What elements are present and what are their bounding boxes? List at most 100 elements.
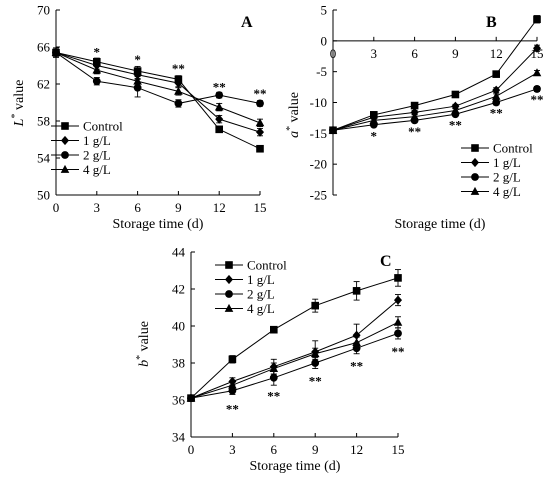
marker-s0-p3 <box>311 301 319 310</box>
marker-s1-p4 <box>492 85 501 95</box>
marker-s3-p5 <box>393 317 403 326</box>
series-line <box>190 321 399 399</box>
x-axis-title: Storage time (d) <box>250 459 341 474</box>
series-line <box>55 52 261 124</box>
legend-entry: 2 g/L <box>493 170 521 185</box>
series-line <box>55 52 261 104</box>
significance-mark: ** <box>408 124 421 139</box>
marker-s0-p4 <box>492 70 500 78</box>
x-tick-label: 15 <box>531 46 544 61</box>
x-tick-label: 6 <box>271 442 278 457</box>
series-line <box>190 299 399 399</box>
marker-slegend1-p0 <box>225 274 233 285</box>
panel-letter: B <box>486 14 497 31</box>
x-tick-label: 12 <box>490 46 503 61</box>
marker-s0-p4 <box>352 287 361 295</box>
significance-mark: ** <box>226 401 239 416</box>
x-tick-label: 6 <box>411 46 418 61</box>
marker-s3-p1 <box>92 65 102 74</box>
marker-s3-p0 <box>328 125 338 134</box>
marker-slegend0-p0 <box>471 144 479 152</box>
significance-mark: * <box>94 45 101 60</box>
marker-s2-p3 <box>174 99 183 108</box>
marker-s3-p1 <box>369 115 379 124</box>
y-tick-label: 40 <box>172 319 185 334</box>
marker-s0-p2 <box>410 101 419 110</box>
x-tick-label: 12 <box>213 200 226 215</box>
y-axis-title: L* value <box>10 80 28 128</box>
significance-mark: ** <box>309 374 322 389</box>
series-3 <box>328 68 542 134</box>
marker-s0-p3 <box>451 90 460 99</box>
marker-slegend3-p0 <box>470 186 480 195</box>
marker-s3-p1 <box>228 380 237 389</box>
x-tick-label: 0 <box>330 46 337 61</box>
legend-entry: Control <box>493 141 533 156</box>
marker-s0-p4 <box>215 125 223 134</box>
marker-s2-p4 <box>215 91 224 99</box>
significance-mark: ** <box>490 106 503 121</box>
legend-entry: 4 g/L <box>493 184 521 199</box>
series-2 <box>187 327 402 403</box>
marker-s3-p4 <box>214 102 224 111</box>
y-axis-title: a* value <box>285 92 303 138</box>
significance-mark: ** <box>254 86 267 101</box>
marker-s2-p1 <box>92 77 101 86</box>
y-tick-label: 58 <box>37 114 50 129</box>
marker-s1-p1 <box>92 60 101 71</box>
legend-entry: 2 g/L <box>247 287 275 302</box>
marker-s2-p5 <box>256 99 264 108</box>
series-line <box>55 52 261 150</box>
marker-slegend2-p0 <box>225 290 233 298</box>
y-tick-label: -5 <box>316 64 327 79</box>
legend-entry: 1 g/L <box>83 133 111 148</box>
panel-letter: A <box>241 14 253 31</box>
marker-s0-p5 <box>533 15 541 24</box>
significance-mark: * <box>371 128 378 143</box>
series-line <box>55 52 261 133</box>
marker-slegend0-p0 <box>61 122 69 130</box>
marker-s2-p5 <box>533 85 541 93</box>
y-tick-label: -15 <box>310 126 327 141</box>
y-tick-label: 70 <box>37 3 50 18</box>
x-tick-label: 0 <box>188 442 195 457</box>
legend-entry: Control <box>247 258 287 273</box>
marker-s2-p4 <box>492 98 501 107</box>
legend-entry: Control <box>83 119 123 134</box>
x-axis-title: Storage time (d) <box>395 217 486 232</box>
x-tick-label: 3 <box>229 442 236 457</box>
marker-slegend3-p0 <box>60 164 70 173</box>
significance-mark: ** <box>267 388 280 403</box>
y-tick-label: -25 <box>310 188 327 203</box>
marker-s1-p5 <box>256 127 264 137</box>
significance-mark: ** <box>392 344 405 359</box>
legend-entry: 4 g/L <box>83 162 111 177</box>
y-tick-label: 38 <box>172 356 185 371</box>
marker-s3-p2 <box>410 112 419 121</box>
series-3 <box>186 316 403 402</box>
legend-entry: 4 g/L <box>247 301 275 316</box>
x-tick-label: 9 <box>312 442 319 457</box>
legend-entry: 1 g/L <box>247 272 275 287</box>
marker-s3-p2 <box>133 76 142 85</box>
marker-slegend2-p0 <box>61 151 69 159</box>
y-tick-label: 5 <box>321 3 328 18</box>
y-tick-label: 42 <box>172 282 185 297</box>
y-tick-label: 36 <box>172 393 186 408</box>
y-tick-label: 62 <box>37 77 50 92</box>
series-line <box>332 88 538 131</box>
y-tick-label: 0 <box>321 33 328 48</box>
marker-s3-p3 <box>451 105 460 114</box>
marker-s2-p5 <box>394 329 402 338</box>
marker-slegend2-p0 <box>471 173 479 181</box>
marker-s3-p2 <box>269 363 279 372</box>
x-tick-label: 9 <box>175 200 182 215</box>
y-axis-title: b* value <box>135 321 153 367</box>
x-tick-label: 9 <box>452 46 459 61</box>
y-tick-label: 54 <box>37 151 51 166</box>
marker-s1-p3 <box>174 78 183 88</box>
x-tick-label: 15 <box>392 442 405 457</box>
x-tick-label: 3 <box>371 46 378 61</box>
